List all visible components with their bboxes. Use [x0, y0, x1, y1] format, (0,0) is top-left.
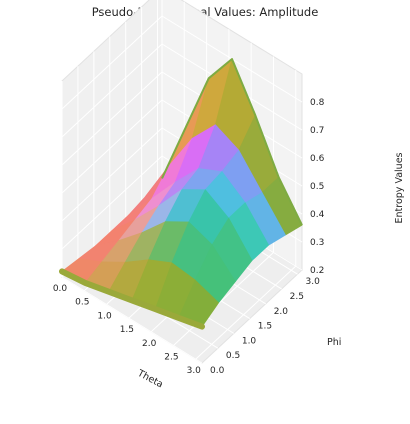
grid-z-left: [61, 71, 163, 166]
x-axis-label: Theta: [135, 367, 165, 390]
grid-z-left: [61, 155, 163, 250]
surface: [59, 58, 303, 330]
x-tick-label: 0.5: [75, 298, 89, 308]
grid-z-left: [61, 99, 163, 194]
y-tick-label: 2.0: [274, 307, 289, 317]
x-tick-label: 3.0: [187, 366, 202, 376]
x-tick-label: 1.5: [120, 325, 134, 335]
grid-x-floor: [173, 252, 274, 346]
y-axis-label: Phi: [327, 337, 341, 348]
y-tick-label: 1.0: [242, 336, 257, 346]
y-tick-label: 3.0: [306, 277, 321, 287]
grid-x-floor: [195, 265, 297, 360]
grid-z-left: [61, 43, 163, 138]
y-tick-label: 0.5: [226, 351, 240, 361]
grid-y-floor: [61, 276, 203, 364]
z-tick-label: 0.5: [310, 182, 324, 192]
z-tick-label: 0.2: [310, 266, 324, 276]
z-tick-label: 0.6: [310, 154, 325, 164]
grid-z-left: [61, 127, 163, 222]
x-tick-label: 1.0: [97, 311, 112, 321]
z-tick-label: 0.4: [310, 210, 325, 220]
z-axis-label: Entropy Values: [394, 152, 405, 223]
y-tick-label: 1.5: [258, 322, 272, 332]
x-tick-label: 2.0: [142, 339, 157, 349]
z-tick-label: 0.8: [310, 98, 325, 108]
surface-front-edge: [59, 268, 205, 330]
grid-z-left: [61, 15, 163, 110]
surface-back-edge: [161, 58, 303, 226]
y-tick-label: 2.5: [290, 292, 304, 302]
z-tick-label: 0.3: [310, 238, 324, 248]
x-tick-label: 0.0: [53, 284, 68, 294]
tick-labels: 0.00.51.01.52.02.53.0 0.00.51.01.52.02.53…: [53, 98, 325, 376]
x-tick-label: 2.5: [164, 352, 178, 362]
z-tick-label: 0.7: [310, 126, 324, 136]
y-tick-label: 0.0: [210, 366, 225, 376]
